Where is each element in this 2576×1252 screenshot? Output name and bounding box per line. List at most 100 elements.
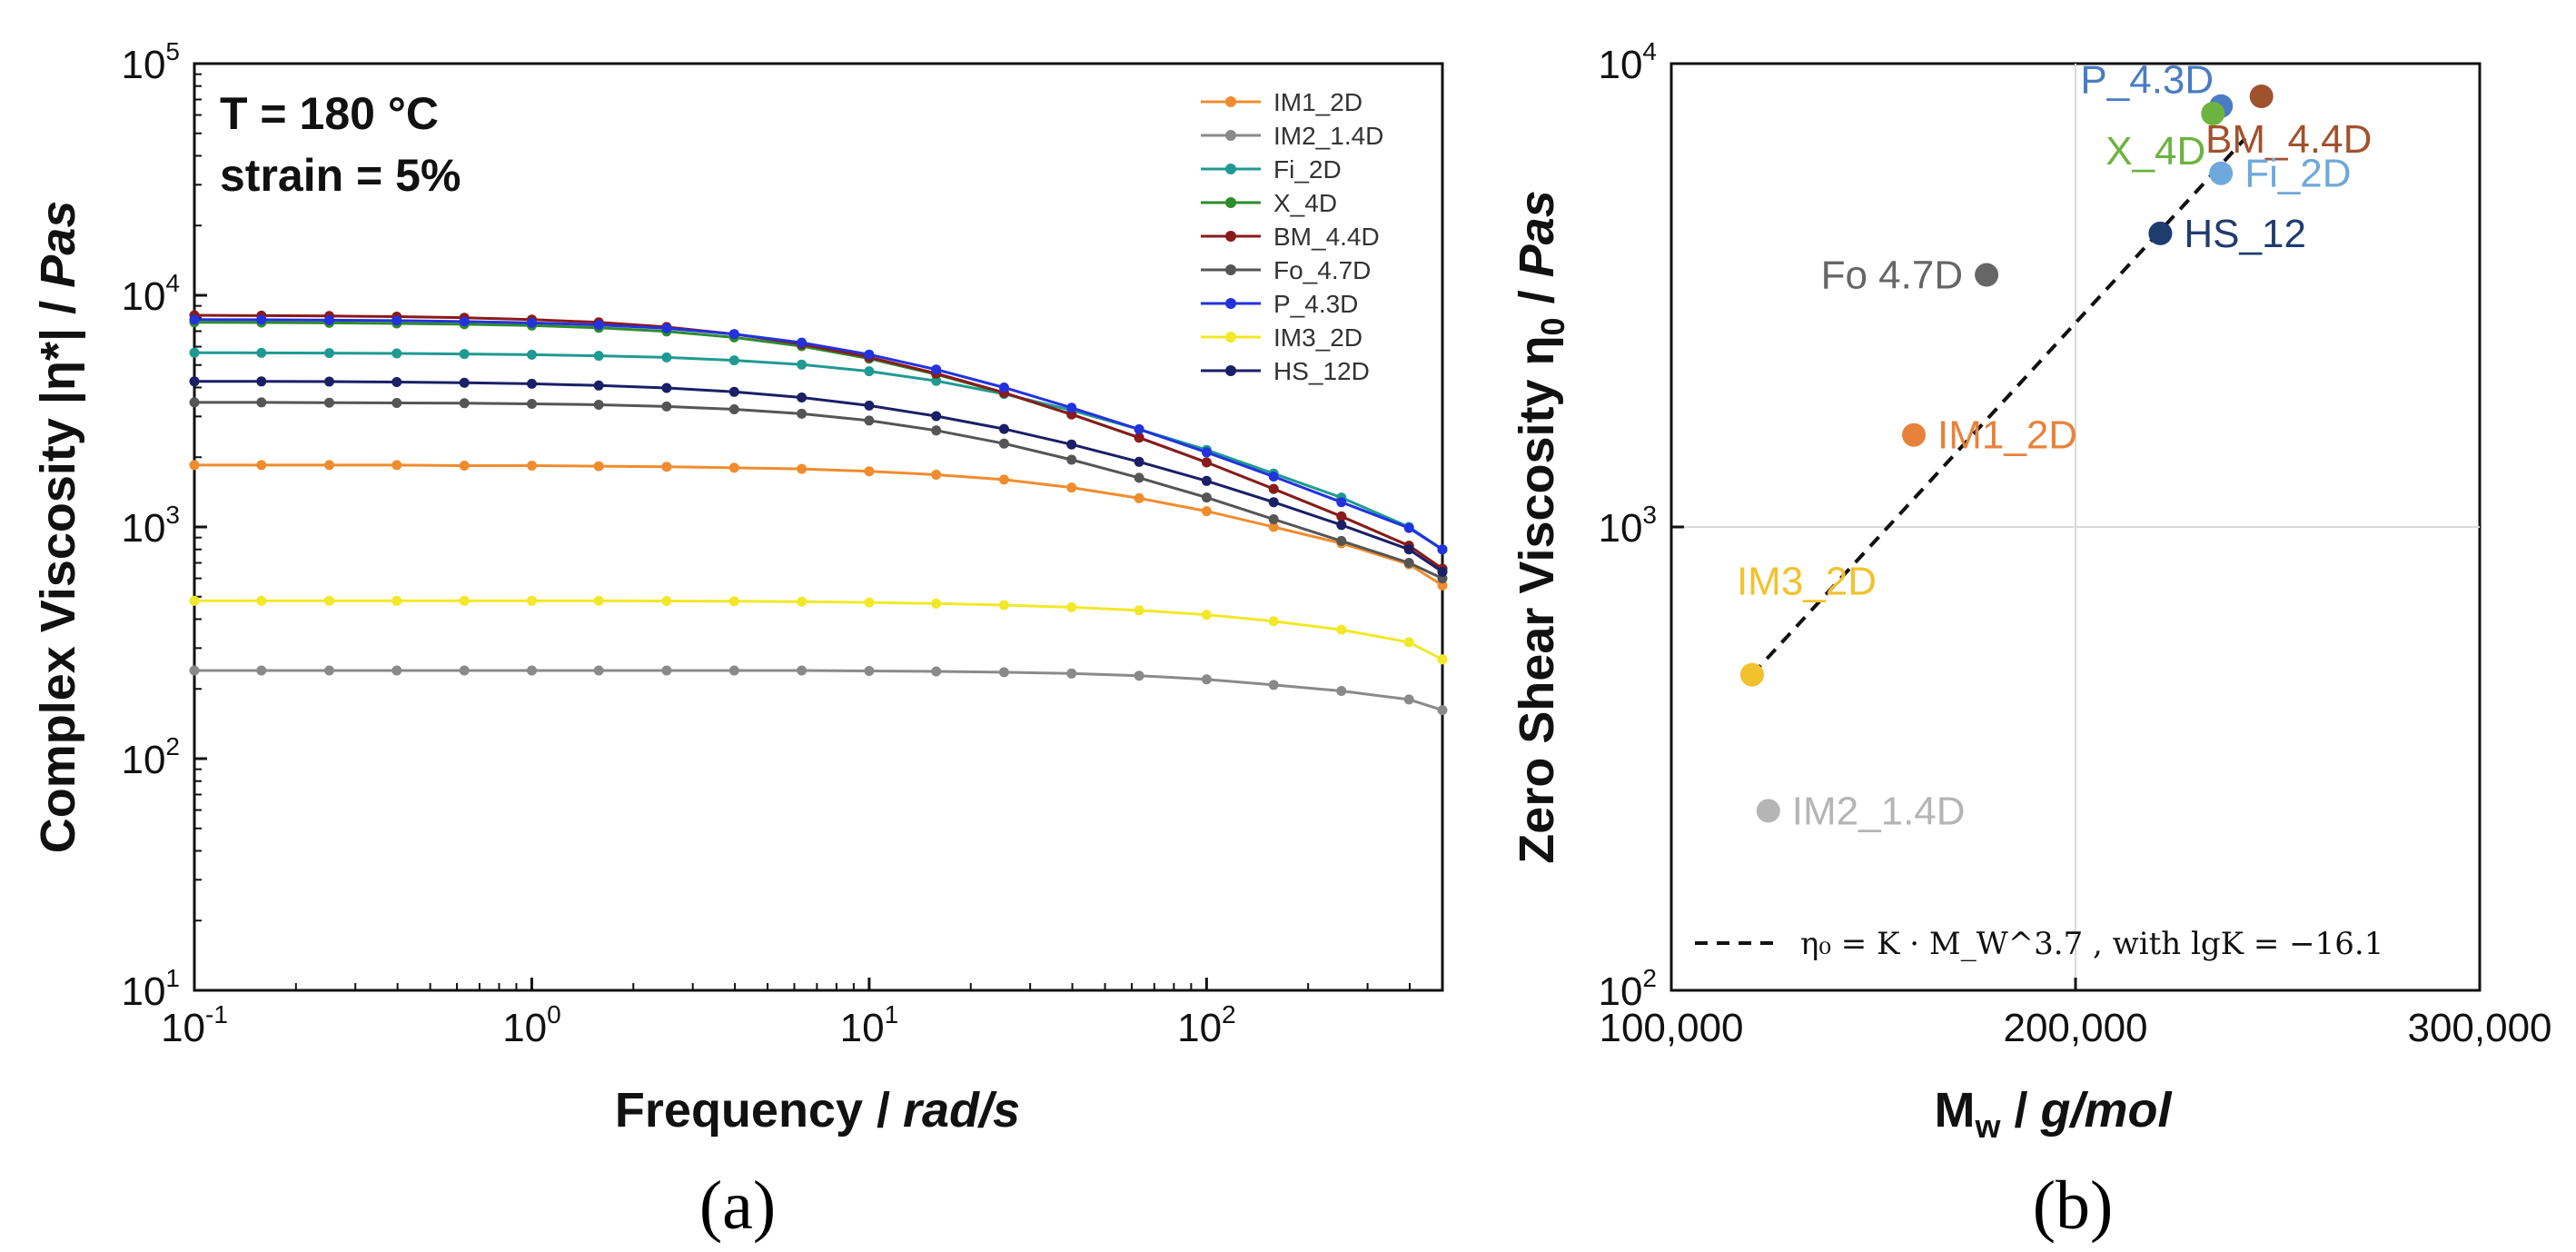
panel-a-data-point [1336, 624, 1347, 635]
panel-b-fit-legend-label: η₀ = K · M_W^3.7 , with lgK = −16.1 [1800, 926, 2383, 962]
panel-a-x-tick-label-exponent: -1 [205, 1000, 228, 1028]
panel-a-legend-swatch-marker [1225, 130, 1236, 141]
panel-a-data-point [256, 460, 267, 471]
panel-b-point-label: BM_4.4D [2205, 117, 2372, 162]
panel-a-data-point [864, 349, 875, 360]
panel-a-data-point [1201, 674, 1212, 685]
panel-a-data-point [1437, 654, 1448, 665]
panel-b-point-Fo4.7D: Fo 4.7D [1821, 253, 1999, 298]
panel-b-x-axis-label: Mw / g/mol [1934, 1083, 2172, 1145]
panel-a-legend-swatch-marker [1225, 96, 1236, 107]
panel-a-series-P_4.3D [189, 314, 1448, 555]
panel-a-legend-label: IM3_2D [1273, 323, 1362, 352]
panel-b-data-point [2148, 221, 2173, 245]
panel-b-point-label: X_4D [2105, 129, 2205, 174]
panel-a-data-point [459, 349, 470, 360]
panel-a-data-point [324, 460, 334, 471]
panel-a-data-point [864, 415, 875, 426]
panel-b-point-label: P_4.3D [2080, 58, 2214, 103]
panel-a-data-point [189, 460, 200, 471]
panel-a-data-point [189, 347, 200, 358]
panel-a-x-tick-label-base: 10 [161, 1006, 205, 1050]
panel-b-data-point [1975, 263, 1999, 287]
panel-b-label: (b) [2033, 1168, 2114, 1244]
panel-b-fit-line [1750, 136, 2247, 676]
panel-a-data-point [1336, 535, 1347, 546]
panel-a-data-point [1268, 483, 1279, 494]
panel-b-point-Fi_2D: Fi_2D [2209, 152, 2352, 196]
panel-a-data-point [728, 596, 739, 607]
panel-b-y-axis-label-sep: / [1510, 290, 1564, 317]
panel-a-data-point [998, 438, 1009, 449]
panel-a-series [189, 310, 1448, 716]
panel-a-legend-swatch-marker [1225, 264, 1236, 275]
panel-b-point-label: Fi_2D [2244, 152, 2351, 196]
panel-b-point-label: HS_12 [2184, 212, 2306, 256]
panel-b-x-axis-label-sub: w [1974, 1108, 2001, 1145]
panel-a-data-point [1403, 694, 1414, 705]
panel-b-point-IM2_1.4D: IM2_1.4D [1756, 789, 1966, 833]
panel-a-x-tick-label-exponent: 2 [1222, 1000, 1236, 1028]
panel-a-data-point [728, 355, 739, 366]
panel-a-data-point [1336, 497, 1347, 508]
panel-a-data-point [593, 351, 604, 362]
panel-a-series-IM3_2D [189, 595, 1448, 665]
panel-a-data-point [998, 423, 1009, 434]
panel-a-legend-entry: Fi_2D [1201, 155, 1342, 184]
panel-a-data-point [256, 397, 267, 408]
panel-a-data-point [459, 377, 470, 388]
panel-a-temperature-annotation: T = 180 °C [220, 88, 439, 139]
panel-a-legend-entry: IM3_2D [1201, 323, 1362, 352]
panel-a-legend-label: P_4.3D [1273, 290, 1358, 318]
panel-a-data-point [1134, 605, 1144, 616]
panel-a-data-point [1134, 472, 1144, 483]
panel-b-data-point [1756, 799, 1780, 823]
panel-a-data-point [324, 397, 334, 408]
panel-a-y-tick-label-base: 10 [121, 274, 165, 319]
panel-b-point-IM3_2D: IM3_2D [1737, 560, 1877, 687]
panel-b-y-tick-label-base: 10 [1598, 969, 1642, 1014]
panel-a-data-point [998, 383, 1009, 392]
panel-a-data-point [593, 461, 604, 472]
panel-a-data-point [797, 359, 807, 370]
panel-b-fit: η₀ = K · M_W^3.7 , with lgK = −16.1 [1695, 136, 2383, 962]
panel-a-legend-swatch-marker [1225, 365, 1236, 376]
panel-a-data-point [864, 366, 875, 377]
panel-a-data-point [1201, 475, 1212, 486]
panel-b-y-tick-label-base: 10 [1598, 506, 1642, 551]
panel-a-x-axis-label-unit: rad/s [903, 1083, 1020, 1138]
panel-a-series-line [193, 351, 1443, 551]
panel-a-data-point [931, 666, 942, 677]
panel-a-data-point [1268, 497, 1279, 508]
panel-a-data-point [527, 461, 537, 471]
panel-a-legend-swatch-marker [1225, 298, 1236, 309]
panel-a-data-point [1134, 424, 1144, 434]
panel-a-data-point [1336, 511, 1347, 522]
panel-a-label: (a) [699, 1168, 776, 1244]
panel-a-data-point [931, 425, 942, 436]
panel-a-data-point [256, 665, 267, 676]
panel-a-data-point [1403, 522, 1414, 533]
panel-a-legend-entry: Fo_4.7D [1201, 256, 1371, 284]
panel-a-data-point [391, 315, 402, 326]
panel-a-data-point [1134, 671, 1144, 681]
panel-a-x-axis-label-main: Frequency / [615, 1083, 890, 1138]
panel-a-data-point [797, 337, 807, 348]
panel-a-series-line [194, 599, 1443, 661]
panel-a-data-point [527, 399, 537, 409]
panel-b-point-BM_4.4D: BM_4.4D [2205, 84, 2372, 162]
panel-a-legend-swatch-marker [1225, 231, 1236, 242]
panel-a-data-point [527, 595, 537, 606]
panel-a-data-point [1437, 705, 1448, 716]
panel-a-data-point [1066, 601, 1077, 612]
panel-a-data-point [864, 666, 875, 676]
panel-a-x-tick-label-base: 10 [1177, 1006, 1222, 1050]
panel-a-data-point [527, 665, 537, 676]
panel-a-data-point [1437, 544, 1448, 555]
panel-a-y-tick-label-exponent: 3 [165, 501, 180, 529]
panel-a-legend-label: IM2_1.4D [1273, 122, 1383, 150]
panel-b-data-point [2209, 161, 2234, 185]
panel-a-y-tick-label-exponent: 5 [165, 37, 180, 65]
